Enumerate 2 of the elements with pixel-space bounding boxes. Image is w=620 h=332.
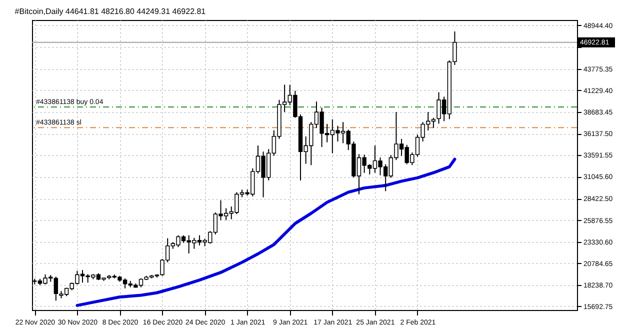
- line-series: [76, 158, 456, 307]
- chart-title: #Bitcoin,Daily 44641.81 48216.80 44249.31 46922.81: [14, 7, 206, 16]
